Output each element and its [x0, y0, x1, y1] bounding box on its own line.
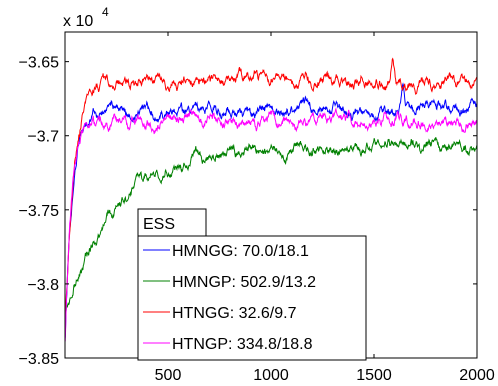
y-tick-label: −3.8 — [27, 277, 59, 294]
legend-label: HTNGP: 334.8/18.8 — [172, 336, 313, 353]
legend-title: ESS — [143, 216, 175, 233]
y-tick-label: −3.7 — [27, 129, 59, 146]
y-tick-label: −3.65 — [19, 55, 60, 72]
x-tick-label: 1500 — [356, 367, 392, 384]
series-line — [64, 82, 478, 338]
legend-entries: HMNGG: 70.0/18.1 HMNGP: 502.9/13.2 HTNGG: … — [143, 243, 316, 353]
y-multiplier-exponent: 4 — [102, 5, 109, 19]
series-line — [64, 137, 478, 314]
series-line — [64, 57, 478, 323]
legend-label: HMNGP: 502.9/13.2 — [172, 274, 316, 291]
y-tick-label: −3.85 — [19, 351, 60, 368]
x-tick-label: 500 — [155, 367, 182, 384]
plot-lines — [64, 57, 478, 342]
legend-title-box — [137, 208, 207, 237]
y-multiplier-base: x 10 — [63, 13, 93, 30]
legend-label: HMNGG: 70.0/18.1 — [172, 243, 309, 260]
legend-box — [137, 235, 367, 361]
x-tick-label: 2000 — [459, 367, 495, 384]
legend: ESS HMNGG: 70.0/18.1 HMNGP: 502.9/13.2 HTN… — [137, 208, 367, 361]
series-line — [64, 106, 478, 342]
x-tick-label: 1000 — [253, 367, 289, 384]
y-tick-label: −3.75 — [19, 203, 60, 220]
legend-label: HTNGG: 32.6/9.7 — [172, 305, 297, 322]
axis-ticks: 500 1000 1500 2000 −3.85 −3.8 −3.75 −3.7 −3.65 — [19, 32, 495, 384]
y-multiplier: x 10 4 — [63, 5, 109, 30]
